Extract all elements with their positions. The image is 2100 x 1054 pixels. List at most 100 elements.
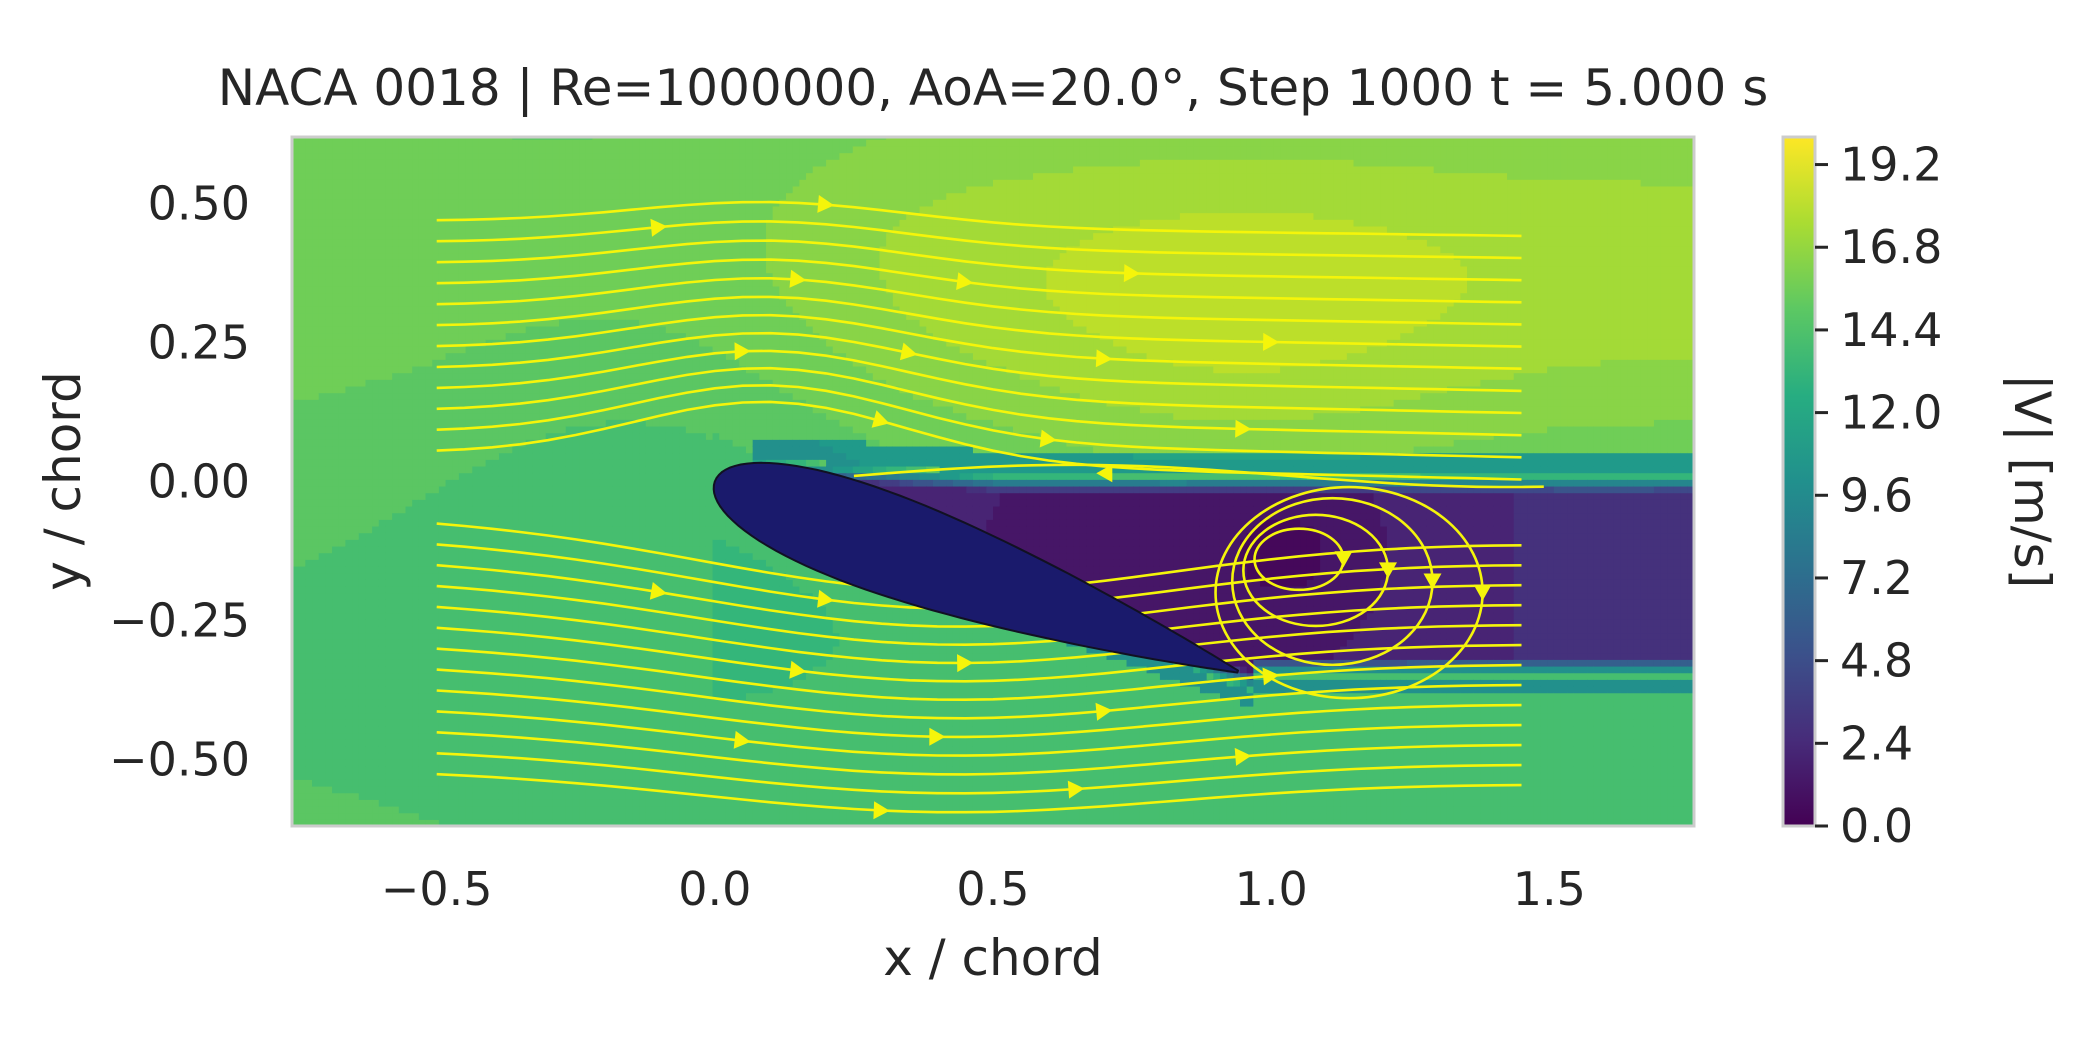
field-cell	[385, 605, 393, 614]
field-cell	[599, 725, 607, 734]
field-cell	[445, 659, 453, 667]
field-cell	[445, 245, 453, 254]
field-cell	[432, 165, 440, 174]
field-cell	[498, 725, 507, 734]
field-cell	[445, 712, 453, 720]
field-cell	[345, 539, 353, 547]
field-cell	[585, 185, 594, 194]
field-cell	[392, 812, 400, 820]
field-cell	[512, 785, 520, 794]
field-cell	[445, 272, 453, 280]
field-cell	[352, 512, 360, 520]
field-cell	[592, 399, 600, 407]
field-cell	[492, 719, 500, 727]
field-cell	[498, 172, 507, 180]
field-cell	[332, 612, 340, 620]
field-cell	[525, 459, 533, 467]
field-cell	[405, 505, 413, 514]
field-cell	[292, 545, 300, 554]
field-cell	[418, 505, 427, 514]
field-cell	[585, 772, 594, 780]
field-cell	[432, 519, 440, 527]
field-cell	[512, 392, 520, 400]
field-cell	[505, 572, 513, 580]
field-cell	[398, 285, 407, 294]
field-cell	[352, 785, 360, 794]
field-cell	[492, 345, 500, 354]
field-cell	[412, 599, 420, 607]
field-cell	[325, 299, 333, 307]
field-cell	[559, 485, 567, 494]
field-cell	[492, 785, 500, 794]
field-cell	[605, 779, 614, 787]
field-cell	[365, 652, 373, 660]
field-cell	[412, 385, 420, 394]
field-cell	[292, 185, 300, 194]
field-cell	[392, 719, 400, 727]
field-cell	[445, 465, 453, 474]
field-cell	[545, 772, 553, 780]
field-cell	[559, 472, 567, 480]
field-cell	[599, 572, 607, 580]
field-cell	[305, 792, 313, 800]
field-cell	[438, 312, 447, 320]
field-cell	[438, 385, 447, 394]
field-cell	[552, 172, 560, 180]
field-cell	[412, 432, 420, 440]
field-cell	[498, 459, 507, 467]
field-cell	[518, 425, 527, 434]
field-cell	[472, 372, 480, 380]
field-cell	[599, 505, 607, 514]
field-cell	[438, 532, 447, 540]
field-cell	[318, 719, 326, 727]
field-cell	[492, 212, 500, 220]
field-cell	[418, 172, 427, 180]
field-cell	[325, 145, 333, 154]
field-cell	[585, 412, 594, 420]
field-cell	[425, 765, 433, 774]
field-cell	[405, 672, 413, 680]
field-cell	[485, 192, 493, 200]
field-cell	[452, 759, 460, 767]
field-cell	[585, 252, 594, 260]
field-cell	[478, 765, 487, 774]
field-cell	[398, 719, 407, 727]
field-cell	[358, 139, 367, 147]
field-cell	[605, 232, 614, 240]
field-cell	[565, 752, 573, 760]
field-cell	[418, 165, 427, 174]
field-cell	[325, 332, 333, 340]
field-cell	[498, 472, 507, 480]
field-cell	[312, 485, 320, 494]
field-cell	[518, 585, 527, 594]
field-cell	[478, 225, 487, 234]
field-cell	[512, 412, 520, 420]
field-cell	[505, 139, 513, 147]
field-cell	[605, 679, 614, 687]
field-cell	[492, 485, 500, 494]
field-cell	[312, 192, 320, 200]
field-cell	[325, 645, 333, 654]
field-cell	[405, 532, 413, 540]
field-cell	[398, 559, 407, 567]
field-cell	[358, 525, 367, 534]
field-cell	[592, 405, 600, 414]
field-cell	[425, 725, 433, 734]
field-cell	[392, 265, 400, 274]
field-cell	[492, 392, 500, 400]
field-cell	[605, 645, 614, 654]
field-cell	[472, 499, 480, 507]
field-cell	[592, 725, 600, 734]
field-cell	[599, 345, 607, 354]
field-cell	[365, 785, 373, 794]
field-cell	[585, 405, 594, 414]
field-cell	[605, 499, 614, 507]
field-cell	[599, 712, 607, 720]
field-cell	[338, 665, 347, 674]
field-cell	[539, 492, 547, 500]
field-cell	[545, 225, 553, 234]
field-cell	[352, 292, 360, 300]
field-cell	[545, 699, 553, 707]
field-cell	[298, 699, 306, 707]
field-cell	[398, 465, 407, 474]
